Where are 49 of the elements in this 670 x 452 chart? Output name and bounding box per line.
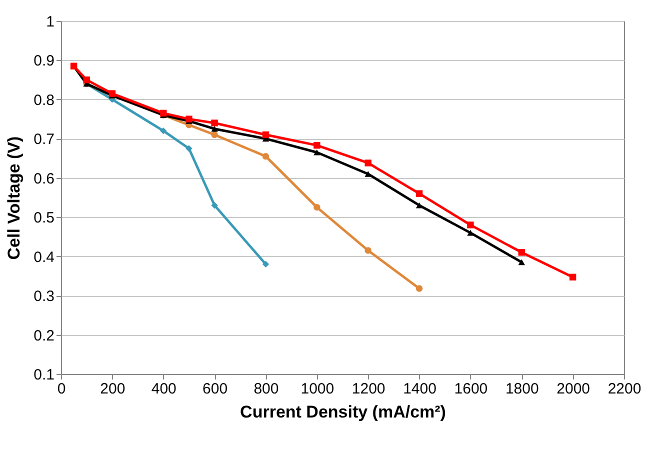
point (186, 116, 192, 122)
point (314, 204, 320, 211)
x-tick-label: 1200 (352, 380, 386, 398)
point (364, 247, 372, 254)
point (569, 274, 576, 280)
point (467, 222, 474, 228)
y-tick-label: 0.4 (34, 248, 54, 266)
point (416, 190, 423, 197)
y-tick-label: 0.1 (34, 366, 54, 384)
x-tick-label: 400 (151, 380, 176, 398)
x-tick-label: 1000 (300, 380, 334, 398)
y-tick-label: 0.6 (34, 170, 54, 188)
point (364, 160, 372, 166)
point (518, 259, 525, 266)
x-tick-label: 1800 (505, 380, 539, 398)
y-tick-label: 0.2 (34, 327, 54, 344)
point (262, 152, 270, 160)
x-axis-title: Current Density (mA/cm²) (240, 402, 446, 422)
point (518, 249, 525, 256)
point (262, 260, 270, 268)
x-tick-label: 1400 (403, 380, 436, 398)
x-tick-label: 600 (202, 380, 228, 398)
point (314, 149, 320, 156)
x-tick-label: 0 (57, 380, 66, 398)
point (314, 142, 320, 149)
y-axis-title: Cell Voltage (V) (4, 136, 24, 260)
point (262, 131, 270, 138)
point (211, 202, 218, 209)
y-tick-label: 0.7 (34, 131, 54, 148)
y-tick-label: 0.9 (34, 52, 54, 70)
y-tick-label: 1 (46, 14, 54, 30)
point (211, 120, 218, 126)
point (186, 145, 192, 152)
point (364, 171, 372, 177)
x-tick-label: 800 (254, 380, 279, 398)
y-tick-label: 0.3 (34, 288, 54, 306)
x-tick-label: 1600 (454, 380, 488, 398)
x-tick-label: 2200 (608, 380, 642, 398)
point (83, 76, 90, 84)
point (211, 131, 218, 138)
x-tick-label: 200 (100, 380, 126, 398)
point (211, 126, 218, 132)
point (467, 230, 474, 236)
point (416, 202, 423, 208)
x-tick-label: 2000 (556, 380, 590, 398)
point (160, 127, 167, 134)
point (416, 285, 423, 292)
y-tick-label: 0.8 (34, 92, 54, 109)
y-tick-label: 0.5 (34, 210, 54, 227)
